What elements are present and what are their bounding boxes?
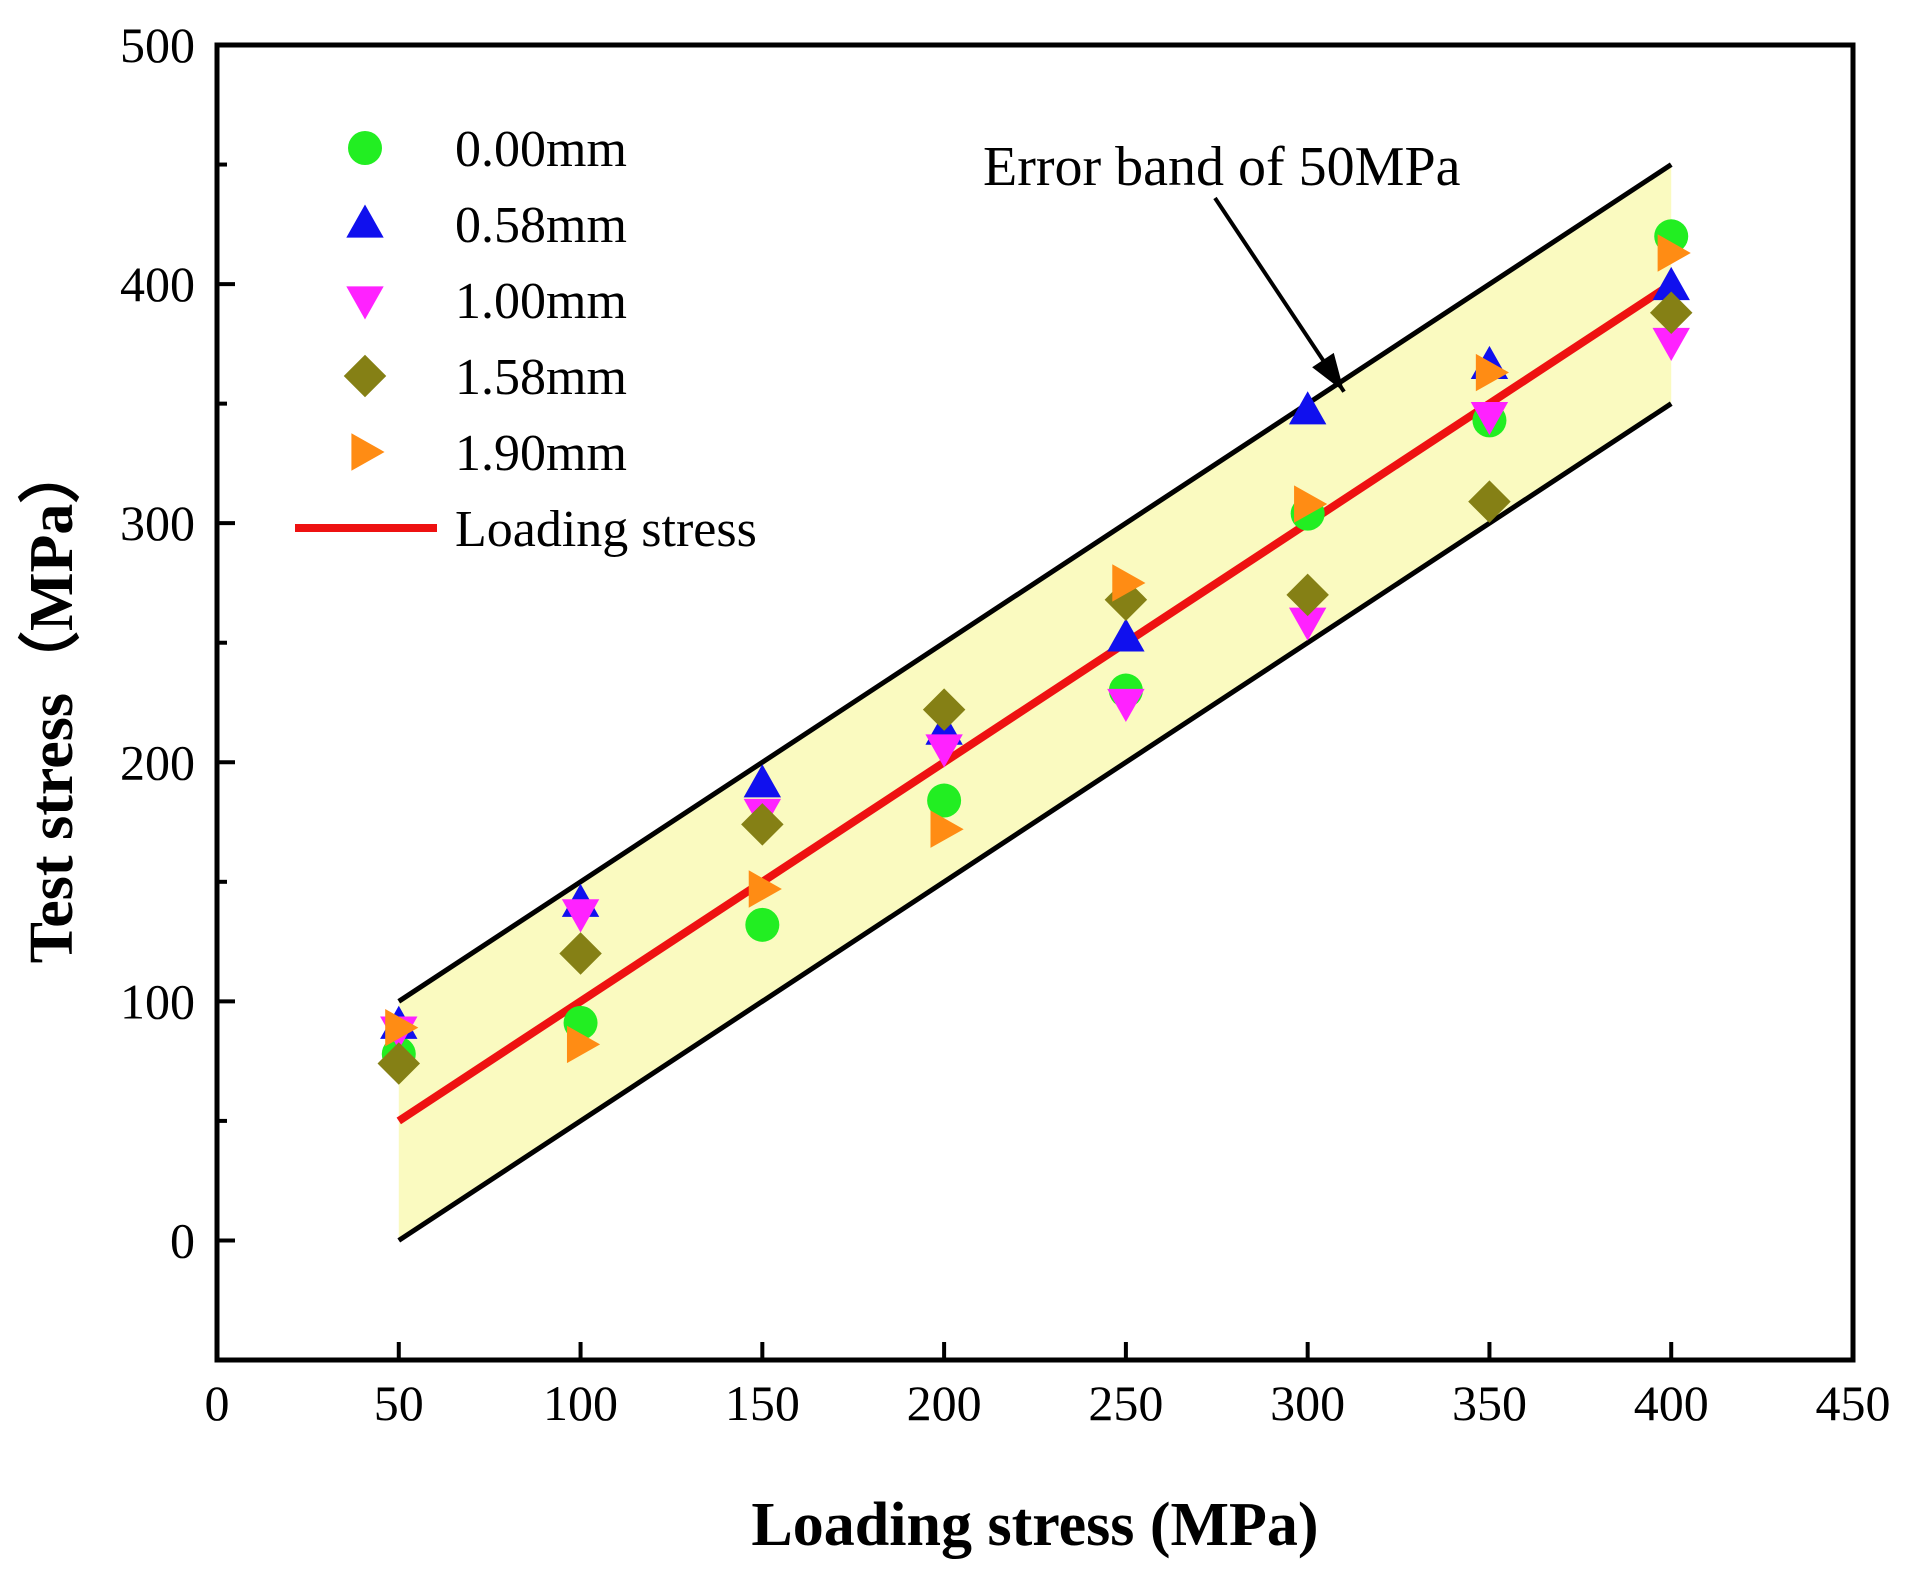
x-tick-label: 200 bbox=[907, 1375, 982, 1431]
data-point bbox=[1652, 266, 1690, 301]
data-point bbox=[748, 870, 782, 908]
data-point bbox=[741, 803, 784, 846]
y-tick-label: 200 bbox=[120, 734, 195, 790]
data-point bbox=[1107, 688, 1145, 723]
data-point bbox=[930, 810, 964, 848]
loading-stress-layer bbox=[396, 280, 1674, 1125]
x-axis-title: Loading stress (MPa) bbox=[751, 1491, 1318, 1559]
data-point bbox=[1475, 353, 1509, 392]
data-point bbox=[566, 1025, 601, 1064]
data-point bbox=[385, 1008, 419, 1047]
data-point bbox=[745, 907, 780, 942]
y-tick-label: 0 bbox=[170, 1212, 195, 1268]
data-point bbox=[1294, 485, 1328, 523]
x-tick-label: 150 bbox=[725, 1375, 800, 1431]
plot-frame bbox=[214, 42, 1856, 1363]
legend-marker bbox=[346, 286, 384, 320]
data-points-layer bbox=[377, 219, 1693, 1085]
legend-label: 1.58mm bbox=[455, 349, 627, 406]
axes-layer: 0 50 100 150 200 250 300 350 400 450 0 100 200 300 400… bbox=[16, 17, 1891, 1559]
x-tick-label: 250 bbox=[1088, 1375, 1163, 1431]
x-tick-label: 450 bbox=[1816, 1375, 1891, 1431]
series-1-90mm bbox=[385, 234, 1691, 1064]
x-tick-label: 0 bbox=[205, 1375, 230, 1431]
legend: 0.00mm 0.58mm 1.00mm 1.58mm 1.90mm Loading st… bbox=[295, 121, 757, 558]
x-tick-label: 50 bbox=[374, 1375, 424, 1431]
legend-marker bbox=[348, 131, 382, 165]
legend-marker bbox=[351, 433, 385, 471]
annotation-arrow-head bbox=[1312, 352, 1345, 392]
data-point bbox=[1468, 480, 1511, 523]
legend-label: 0.58mm bbox=[455, 197, 627, 254]
y-tick-label: 400 bbox=[120, 256, 195, 312]
error-band-upper-line bbox=[397, 162, 1673, 1004]
data-point bbox=[1652, 327, 1690, 362]
data-point bbox=[561, 899, 600, 933]
annotation-layer: Error band of 50MPa bbox=[983, 136, 1461, 393]
x-tick-label: 300 bbox=[1270, 1375, 1345, 1431]
x-tick-label: 350 bbox=[1452, 1375, 1527, 1431]
legend-label: 0.00mm bbox=[455, 121, 627, 178]
y-tick-label: 500 bbox=[120, 17, 195, 73]
annotation-label: Error band of 50MPa bbox=[983, 136, 1461, 198]
data-point bbox=[1649, 291, 1693, 335]
series-1-58mm bbox=[377, 291, 1693, 1085]
y-tick-label: 100 bbox=[120, 973, 195, 1029]
legend-marker bbox=[346, 204, 384, 238]
legend-label: Loading stress bbox=[455, 501, 757, 558]
legend-label: 1.00mm bbox=[455, 273, 627, 330]
data-point bbox=[925, 734, 963, 768]
legend-label: 1.90mm bbox=[455, 425, 627, 482]
data-point bbox=[1112, 564, 1146, 602]
data-point bbox=[559, 932, 602, 975]
x-tick-label: 100 bbox=[543, 1375, 618, 1431]
data-point bbox=[927, 783, 962, 818]
legend-marker bbox=[343, 354, 387, 398]
data-point bbox=[1107, 618, 1145, 652]
x-tick-label: 400 bbox=[1634, 1375, 1709, 1431]
data-point bbox=[377, 1042, 421, 1085]
annotation-arrow-shaft bbox=[1213, 196, 1346, 393]
y-axis-title: Test stress（MPa） bbox=[16, 442, 86, 964]
loading-stress-line bbox=[396, 280, 1674, 1125]
error-band-lower-line bbox=[397, 401, 1673, 1243]
data-point bbox=[1286, 573, 1329, 617]
data-point bbox=[1288, 607, 1327, 641]
data-point bbox=[1288, 391, 1327, 425]
data-point bbox=[922, 688, 966, 731]
data-point bbox=[1657, 234, 1691, 272]
data-point bbox=[1470, 401, 1509, 436]
y-tick-label: 300 bbox=[120, 495, 195, 551]
data-point bbox=[743, 764, 782, 798]
